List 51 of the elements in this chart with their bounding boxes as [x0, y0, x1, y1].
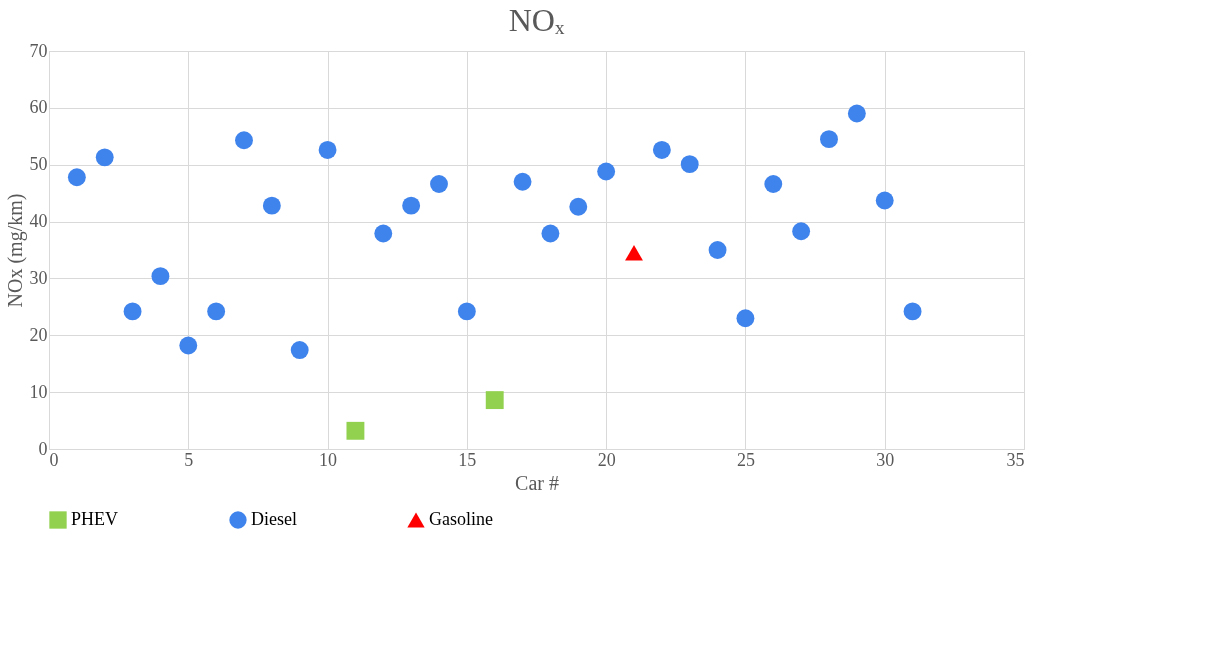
- y-tick-label: 30: [29, 267, 48, 288]
- legend-label: Diesel: [251, 509, 297, 529]
- point: [485, 391, 504, 410]
- point: [262, 196, 281, 215]
- x-tick-label: 10: [319, 449, 338, 470]
- point: [625, 245, 643, 261]
- point: [708, 241, 727, 259]
- point: [123, 302, 142, 321]
- legend-label: PHEV: [71, 509, 119, 529]
- point: [764, 175, 783, 193]
- x-axis-title: Car #: [515, 471, 559, 494]
- point: [374, 224, 393, 243]
- point: [820, 130, 838, 149]
- x-tick-label: 35: [1006, 449, 1025, 470]
- point: [457, 302, 476, 321]
- point: [207, 302, 226, 321]
- y-tick-label: 70: [29, 40, 48, 61]
- y-axis-title: NOx (mg/km): [3, 193, 27, 308]
- x-tick-label: 20: [597, 449, 616, 470]
- y-tick-label: 10: [29, 381, 48, 402]
- point: [67, 168, 86, 187]
- point: [680, 155, 699, 174]
- point: [736, 309, 755, 328]
- y-tick-label: 50: [29, 154, 48, 175]
- x-tick-label: 15: [458, 449, 477, 470]
- point: [597, 162, 616, 181]
- legend-label: Gasoline: [429, 509, 493, 529]
- point: [151, 267, 170, 286]
- point: [875, 191, 894, 210]
- point: [541, 224, 560, 243]
- x-tick-label: 30: [876, 449, 895, 470]
- point: [179, 336, 198, 355]
- point: [903, 302, 922, 321]
- point: [430, 175, 448, 193]
- point: [569, 197, 588, 216]
- y-tick-label: 40: [29, 211, 48, 232]
- point: [235, 131, 253, 150]
- x-tick-label: 25: [736, 449, 755, 470]
- point: [95, 148, 114, 167]
- point: [513, 172, 532, 191]
- y-tick-label: 60: [29, 97, 48, 118]
- x-tick-label: 5: [184, 449, 194, 470]
- chart-title: NOₓ: [508, 2, 565, 38]
- point: [652, 141, 671, 159]
- point: [290, 341, 309, 359]
- point: [847, 104, 866, 123]
- y-tick-label: 20: [29, 324, 48, 345]
- point: [318, 141, 337, 159]
- point: [792, 222, 811, 241]
- point: [346, 421, 365, 440]
- point: [402, 196, 421, 215]
